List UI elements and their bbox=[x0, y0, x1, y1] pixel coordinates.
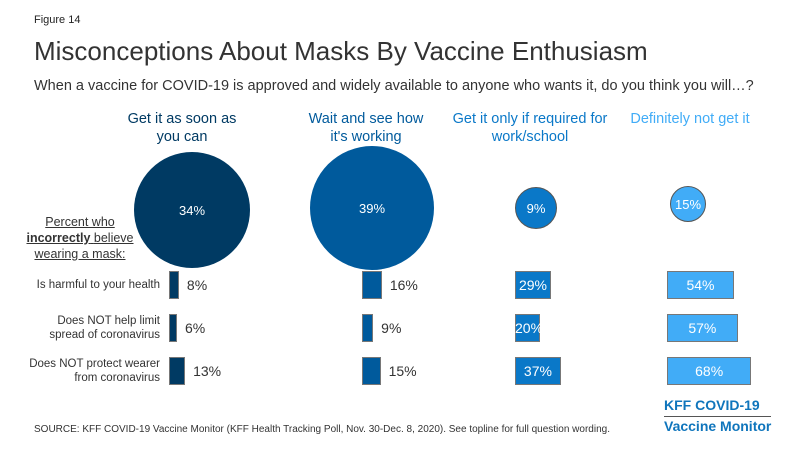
bar-value-label: 20% bbox=[515, 320, 544, 336]
kff-logo: KFF COVID-19 Vaccine Monitor bbox=[664, 396, 772, 436]
group-header: Get it only if required for work/school bbox=[452, 111, 608, 145]
bar bbox=[667, 314, 738, 342]
bar-value-label: 57% bbox=[688, 320, 717, 336]
bar-value-label: 9% bbox=[381, 320, 402, 336]
bar bbox=[362, 314, 374, 342]
bar-value-label: 6% bbox=[185, 320, 206, 336]
bar bbox=[169, 271, 179, 299]
bar-value-label: 15% bbox=[388, 363, 417, 379]
bar-value-label: 37% bbox=[523, 363, 552, 379]
row-header-prefix: Percent who bbox=[45, 215, 115, 229]
row-header: Percent who incorrectly believe wearing a… bbox=[20, 214, 140, 262]
share-circle: 34% bbox=[134, 152, 250, 268]
bar-value-label: 68% bbox=[695, 363, 724, 379]
bar-value-label: 8% bbox=[186, 277, 208, 293]
source-note: SOURCE: KFF COVID-19 Vaccine Monitor (KF… bbox=[34, 424, 610, 435]
logo-line2: Vaccine Monitor bbox=[664, 418, 772, 434]
bar bbox=[515, 271, 551, 299]
row-label: Is harmful to your health bbox=[36, 279, 160, 291]
logo-line1: KFF COVID-19 bbox=[664, 396, 772, 417]
figure-label: Figure 14 bbox=[34, 14, 81, 26]
bar-value-label: 13% bbox=[193, 363, 222, 379]
bar bbox=[667, 357, 752, 385]
bar bbox=[362, 271, 382, 299]
bar bbox=[667, 271, 734, 299]
share-circle: 39% bbox=[310, 146, 434, 270]
chart-subtitle: When a vaccine for COVID-19 is approved … bbox=[34, 78, 754, 94]
group-header: Get it as soon as you can bbox=[127, 111, 237, 145]
bar bbox=[169, 357, 186, 385]
bar bbox=[169, 314, 177, 342]
row-header-rest: believe wearing a mask: bbox=[34, 231, 134, 261]
share-circle: 15% bbox=[670, 186, 706, 222]
share-circle: 9% bbox=[515, 187, 557, 229]
row-label: Does NOT protect wearer from coronavirus bbox=[29, 358, 160, 384]
row-label: Does NOT help limit spread of coronaviru… bbox=[49, 315, 160, 341]
bar-value-label: 16% bbox=[389, 277, 418, 293]
bar bbox=[362, 357, 381, 385]
bar bbox=[515, 314, 540, 342]
bar bbox=[515, 357, 561, 385]
group-header: Wait and see how it's working bbox=[308, 111, 424, 145]
bar-value-label: 29% bbox=[518, 277, 547, 293]
row-header-bold: incorrectly bbox=[26, 231, 91, 245]
group-header: Definitely not get it bbox=[630, 111, 750, 127]
chart-title: Misconceptions About Masks By Vaccine En… bbox=[34, 36, 648, 66]
bar-value-label: 54% bbox=[686, 277, 715, 293]
